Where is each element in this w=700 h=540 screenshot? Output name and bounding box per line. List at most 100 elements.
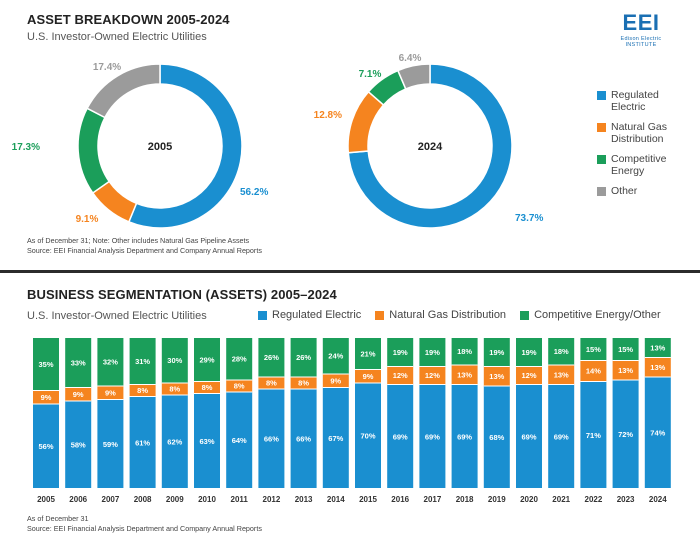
bar-value-label: 56% bbox=[38, 442, 53, 451]
bar-segment bbox=[612, 338, 639, 361]
slice-label: 6.4% bbox=[399, 53, 422, 64]
bar-segment bbox=[226, 338, 253, 380]
legend-swatch-regulated bbox=[597, 91, 606, 100]
donut-center-label: 2024 bbox=[418, 141, 443, 153]
bar-value-label: 8% bbox=[202, 383, 213, 392]
bar-value-label: 9% bbox=[41, 393, 52, 402]
bar-value-label: 69% bbox=[554, 432, 569, 441]
donut-2005: 56.2% 9.1% 17.3% 17.4% 2005 bbox=[12, 62, 268, 229]
bar-value-label: 66% bbox=[296, 435, 311, 444]
bar-segment bbox=[580, 338, 607, 361]
x-tick-label: 2006 bbox=[69, 495, 87, 504]
bar-value-label: 32% bbox=[103, 358, 118, 367]
bar-value-label: 63% bbox=[199, 437, 214, 446]
bar-value-label: 64% bbox=[232, 436, 247, 445]
asset-breakdown-title: ASSET BREAKDOWN 2005-2024 bbox=[27, 12, 230, 27]
x-tick-label: 2011 bbox=[231, 495, 249, 504]
legend-label: Natural Gas bbox=[611, 121, 668, 133]
bar-value-label: 69% bbox=[521, 432, 536, 441]
legend-swatch-regulated bbox=[258, 310, 267, 320]
bar-value-label: 9% bbox=[73, 390, 84, 399]
bar-value-label: 8% bbox=[266, 379, 277, 388]
x-tick-label: 2009 bbox=[166, 495, 184, 504]
slice-label: 17.4% bbox=[93, 62, 121, 73]
donut-slice bbox=[347, 63, 513, 229]
bar-value-label: 59% bbox=[103, 440, 118, 449]
bar-segment bbox=[33, 404, 59, 488]
bar-value-label: 14% bbox=[586, 367, 601, 376]
bar-value-label: 58% bbox=[71, 441, 86, 450]
bar-value-label: 69% bbox=[425, 432, 440, 441]
asset-breakdown-subtitle: U.S. Investor-Owned Electric Utilities bbox=[27, 31, 207, 43]
x-tick-label: 2022 bbox=[585, 495, 603, 504]
bar-value-label: 13% bbox=[457, 370, 472, 379]
bar-segment bbox=[322, 374, 349, 388]
bar-segment bbox=[97, 338, 124, 386]
bar-value-label: 9% bbox=[105, 388, 116, 397]
eei-logo-line1: Edison Electric bbox=[620, 36, 662, 42]
bar-segment bbox=[580, 360, 607, 382]
slice-label: 56.2% bbox=[240, 187, 268, 198]
bar-value-label: 12% bbox=[425, 371, 440, 380]
bar-value-label: 19% bbox=[425, 348, 440, 357]
bar-value-label: 19% bbox=[393, 348, 408, 357]
x-tick-label: 2017 bbox=[424, 495, 442, 504]
x-tick-label: 2020 bbox=[520, 495, 538, 504]
donut-slice bbox=[127, 63, 243, 229]
donut-center-label: 2005 bbox=[148, 141, 172, 153]
eei-logo: EEI Edison Electric INSTITUTE bbox=[610, 10, 672, 48]
legend-label: Distribution bbox=[611, 133, 664, 145]
bar-value-label: 9% bbox=[363, 372, 374, 381]
bar-segment bbox=[644, 377, 671, 488]
donut-slice bbox=[86, 63, 161, 119]
bar-segment bbox=[258, 338, 285, 377]
bar-value-label: 26% bbox=[296, 353, 311, 362]
bar-segment bbox=[451, 384, 478, 488]
bar-value-label: 19% bbox=[521, 348, 536, 357]
legend-swatch-gas bbox=[375, 310, 385, 320]
legend-item-other: Other bbox=[597, 185, 667, 197]
bar-segment bbox=[322, 387, 349, 488]
bar-value-label: 8% bbox=[298, 379, 309, 388]
bar-value-label: 13% bbox=[489, 372, 504, 381]
legend-swatch-gas bbox=[597, 123, 606, 132]
bar-segment bbox=[258, 389, 285, 488]
bar-value-label: 9% bbox=[330, 376, 341, 385]
bar-segment bbox=[419, 338, 446, 367]
bar-segment bbox=[258, 377, 285, 389]
bar-value-label: 12% bbox=[521, 371, 536, 380]
bar-segment bbox=[580, 381, 607, 488]
bar-value-label: 12% bbox=[393, 371, 408, 380]
bar-value-label: 70% bbox=[360, 432, 375, 441]
bar-segment bbox=[65, 338, 92, 388]
donut-charts: 56.2% 9.1% 17.3% 17.4% 2005 73.7% 12.8% 7.1% 6.… bbox=[12, 53, 543, 229]
legend-label: Other bbox=[611, 185, 638, 197]
bar-value-label: 15% bbox=[586, 345, 601, 354]
slice-label: 9.1% bbox=[76, 214, 99, 225]
x-tick-label: 2007 bbox=[102, 495, 120, 504]
bar-segment bbox=[516, 338, 542, 367]
bar-segment bbox=[612, 360, 639, 380]
bar-value-label: 13% bbox=[650, 363, 665, 372]
bar-value-label: 74% bbox=[650, 429, 665, 438]
legend-swatch-other bbox=[597, 187, 606, 196]
legend-item-gas: Natural Gas Distribution bbox=[597, 121, 667, 145]
bar-segment bbox=[194, 393, 220, 488]
bar-segment bbox=[33, 390, 59, 404]
x-tick-label: 2023 bbox=[617, 495, 635, 504]
bar-value-label: 67% bbox=[328, 434, 343, 443]
section-divider bbox=[0, 270, 700, 273]
bar-segment bbox=[387, 366, 414, 385]
bar-value-label: 69% bbox=[457, 432, 472, 441]
legend-swatch-competitive bbox=[597, 155, 606, 164]
bar-segment bbox=[129, 396, 156, 488]
bar-value-label: 68% bbox=[489, 433, 504, 442]
bar-segment bbox=[226, 380, 253, 392]
bar-value-label: 18% bbox=[457, 347, 472, 356]
top-legend: Regulated Electric Natural Gas Distributio… bbox=[597, 89, 667, 197]
bar-segment bbox=[161, 338, 188, 383]
bar-value-label: 26% bbox=[264, 353, 279, 362]
x-tick-label: 2008 bbox=[134, 495, 152, 504]
segmentation-subtitle: U.S. Investor-Owned Electric Utilities bbox=[27, 310, 207, 322]
bottom-source: Source: EEI Financial Analysis Departmen… bbox=[27, 524, 262, 533]
